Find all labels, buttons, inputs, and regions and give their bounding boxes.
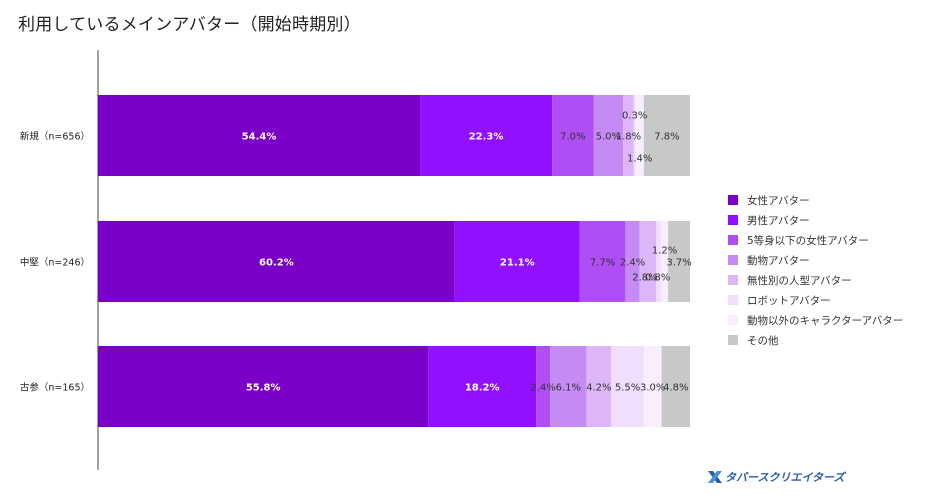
- legend-item: その他: [728, 330, 903, 350]
- legend-swatch: [728, 235, 738, 245]
- legend-swatch: [728, 295, 738, 305]
- bar-segment: [586, 346, 612, 427]
- legend-label: 無性別の人型アバター: [747, 274, 852, 287]
- data-label: 55.8%: [246, 383, 281, 394]
- bar-segment: [552, 95, 594, 176]
- legend-swatch: [728, 255, 738, 265]
- bar-segment: [420, 95, 553, 176]
- data-label: 6.1%: [556, 383, 581, 394]
- bar-segment: [536, 346, 551, 427]
- bar-segment: [656, 221, 661, 302]
- legend-label: 動物アバター: [747, 254, 810, 267]
- legend: 女性アバター 男性アバター 5等身以下の女性アバター 動物アバター無性別の人型アバター…: [728, 190, 903, 350]
- legend-swatch: [728, 275, 738, 285]
- data-label: 54.4%: [242, 132, 277, 143]
- bar-segment: [428, 346, 537, 427]
- legend-label: 5等身以下の女性アバター: [747, 234, 869, 247]
- data-label: 1.8%: [616, 132, 641, 143]
- data-label: 2.8%: [632, 273, 657, 284]
- x-logo-icon: [708, 471, 722, 483]
- data-label: 3.7%: [666, 258, 691, 269]
- data-label: 22.3%: [469, 132, 504, 143]
- data-label: 7.0%: [560, 132, 585, 143]
- legend-label: その他: [747, 334, 779, 347]
- brand-logo-text: タバースクリエイターズ: [725, 471, 845, 484]
- legend-item: ロボットアバター: [728, 290, 903, 310]
- bar-segment: [635, 95, 644, 176]
- chart-title: 利用しているメインアバター（開始時期別）: [18, 15, 361, 35]
- bar-segment: [611, 346, 644, 427]
- data-label: 0.3%: [622, 111, 647, 122]
- bar-segment: [454, 221, 580, 302]
- bar-segment: [625, 221, 640, 302]
- bar-segment: [660, 221, 669, 302]
- brand-logo: タバースクリエイターズ: [707, 469, 844, 485]
- data-label: 4.2%: [586, 383, 611, 394]
- data-label: 1.2%: [652, 246, 677, 257]
- bar-segment: [639, 221, 657, 302]
- legend-item: 5等身以下の女性アバター: [728, 230, 903, 250]
- data-label: 4.8%: [663, 383, 688, 394]
- legend-swatch: [728, 315, 738, 325]
- bar-segment: [643, 95, 690, 176]
- data-label: 1.4%: [627, 154, 652, 165]
- bar-segment: [593, 95, 624, 176]
- legend-label: 男性アバター: [747, 214, 810, 227]
- legend-label: ロボットアバター: [747, 294, 831, 307]
- bar-segment: [579, 221, 626, 302]
- category-label: 新規（n=656）: [20, 131, 90, 143]
- data-label: 5.5%: [615, 383, 640, 394]
- data-label: 21.1%: [500, 258, 535, 269]
- data-label: 2.4%: [530, 383, 555, 394]
- legend-swatch: [728, 335, 738, 345]
- bar-segment: [98, 95, 421, 176]
- data-label: 7.8%: [654, 132, 679, 143]
- data-label: 5.0%: [596, 132, 621, 143]
- legend-item: 無性別の人型アバター: [728, 270, 903, 290]
- legend-swatch: [728, 195, 738, 205]
- data-label: 7.7%: [590, 258, 615, 269]
- bar-segment: [623, 95, 634, 176]
- bar-segment: [550, 346, 587, 427]
- data-label: 2.4%: [620, 258, 645, 269]
- data-label: 0.8%: [645, 273, 670, 284]
- legend-swatch: [728, 215, 738, 225]
- category-label: 中堅（n=246）: [20, 257, 90, 269]
- legend-item: 動物アバター: [728, 250, 903, 270]
- legend-label: 女性アバター: [747, 194, 810, 207]
- legend-item: 動物以外のキャラクターアバター: [728, 310, 903, 330]
- bar-segment: [668, 221, 690, 302]
- data-label: 3.0%: [640, 383, 665, 394]
- bar-segment: [661, 346, 690, 427]
- bar-segment: [98, 221, 455, 302]
- category-label: 古参（n=165）: [20, 382, 90, 394]
- bar-segment: [643, 346, 662, 427]
- legend-item: 男性アバター: [728, 210, 903, 230]
- legend-label: 動物以外のキャラクターアバター: [747, 314, 904, 327]
- bar-segment: [98, 346, 429, 427]
- data-label: 60.2%: [259, 258, 294, 269]
- data-label: 18.2%: [465, 383, 500, 394]
- bar-segment: [633, 95, 636, 176]
- legend-item: 女性アバター: [728, 190, 903, 210]
